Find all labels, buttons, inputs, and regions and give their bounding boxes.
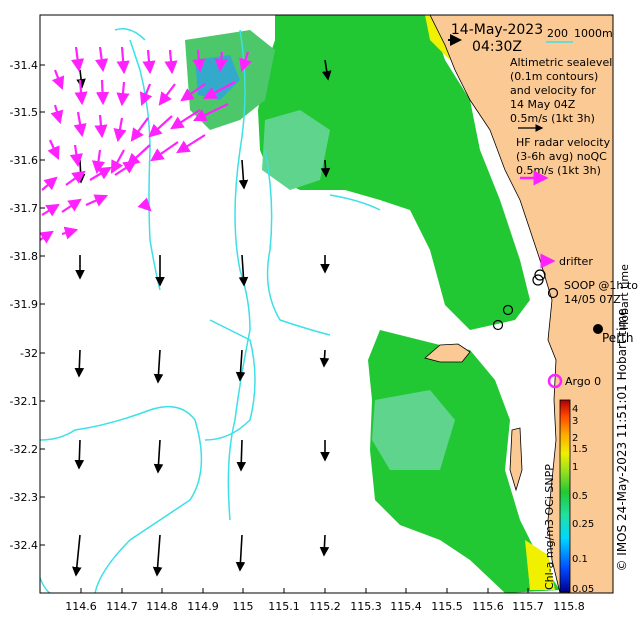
y-tick-label: -31.8 — [10, 250, 38, 263]
x-tick-label: 115.1 — [268, 600, 300, 613]
colorbar-tick-label: 0.05 — [572, 584, 594, 595]
drifter-label: drifter — [559, 255, 593, 268]
hf-legend-line: (3-6h avg) noQC — [516, 150, 607, 163]
x-tick-label: 115.4 — [390, 600, 422, 613]
hf-legend-line: HF radar velocity — [516, 136, 611, 149]
argo-float-marker — [547, 373, 563, 389]
x-tick-label: 115 — [233, 600, 254, 613]
garden-island — [509, 427, 523, 492]
hobart-time-label: Hobart time — [618, 264, 631, 330]
perth-marker — [593, 324, 603, 334]
chlorophyll-area-north — [258, 15, 530, 330]
altimetry-legend-line: 14 May 04Z — [510, 98, 576, 111]
argo-label: Argo 0 — [565, 375, 601, 388]
x-tick-label: 115.3 — [350, 600, 382, 613]
colorbar-tick-label: 0.1 — [572, 554, 588, 565]
y-tick-label: -32 — [20, 347, 38, 360]
hf-radar-velocity-vectors — [40, 46, 252, 244]
y-tick-label: -31.9 — [10, 298, 38, 311]
hf-legend-line: 0.5m/s (1kt 3h) — [516, 164, 601, 177]
colorbar-tick-label: 1.5 — [572, 444, 588, 455]
y-tick-label: -32.1 — [10, 395, 38, 408]
altimetry-velocity-vectors — [72, 59, 332, 577]
y-tick-label: -31.5 — [10, 106, 38, 119]
x-tick-label: 114.8 — [146, 600, 178, 613]
scale-label-200: 200 — [547, 27, 568, 40]
x-tick-label: 115.8 — [553, 600, 585, 613]
altimetry-legend-line: and velocity for — [510, 84, 596, 97]
y-tick-label: -32.4 — [10, 539, 38, 552]
colorbar-ticks: 4 3 2 1.5 1 0.5 0.25 0.1 0.05 — [572, 404, 594, 595]
x-tick-label: 114.7 — [106, 600, 138, 613]
soop-label-line2: 14/05 07Z — [564, 293, 621, 306]
colorbar-tick-label: 0.5 — [572, 491, 588, 502]
imos-credit: © IMOS 24-May-2023 11:51:01 Hobart time — [615, 308, 629, 572]
hf-radar-legend: HF radar velocity (3-6h avg) noQC 0.5m/s… — [516, 136, 611, 177]
colorbar-tick-label: 0.25 — [572, 519, 594, 530]
chlorophyll-area-north-light — [262, 110, 330, 190]
colorbar-tick-label: 2 — [572, 433, 578, 444]
map-date: 14-May-2023 — [451, 22, 543, 38]
y-tick-label: -32.3 — [10, 491, 38, 504]
x-tick-label: 115.6 — [472, 600, 504, 613]
colorbar-tick-label: 1 — [572, 462, 578, 473]
x-tick-label: 114.6 — [65, 600, 97, 613]
chlorophyll-area-south-yellow — [525, 540, 555, 590]
colorbar — [559, 399, 571, 593]
altimetry-legend: Altimetric sealevel (0.1m contours) and … — [510, 56, 612, 125]
altimetry-legend-line: (0.1m contours) — [510, 70, 598, 83]
colorbar-tick-label: 3 — [572, 416, 578, 427]
altimetry-legend-line: 0.5m/s (1kt 3h) — [510, 112, 595, 125]
altimetry-legend-line: Altimetric sealevel — [510, 56, 612, 69]
map-plot-area — [40, 15, 613, 593]
x-tick-label: 115.7 — [512, 600, 544, 613]
soop-track — [492, 269, 559, 331]
x-tick-label: 114.9 — [187, 600, 219, 613]
perth-label: Perth — [602, 331, 633, 345]
soop-label-line1: SOOP @1h to — [564, 279, 638, 292]
scale-label-1000: 1000m — [574, 27, 613, 40]
x-tick-label: 115.2 — [309, 600, 341, 613]
y-tick-label: -31.7 — [10, 202, 38, 215]
colorbar-label: Chl-a mg/m3 OCi SNPP — [543, 464, 556, 590]
map-time: 04:30Z — [472, 39, 522, 55]
y-tick-label: -31.4 — [10, 59, 38, 72]
y-tick-label: -32.2 — [10, 443, 38, 456]
chlorophyll-area-south-light — [372, 390, 455, 470]
isobath-scale-legend: 200 1000m — [546, 27, 613, 43]
rottnest-island — [424, 343, 471, 363]
y-tick-label: -31.6 — [10, 154, 38, 167]
colorbar-tick-label: 4 — [572, 404, 578, 415]
x-tick-label: 115.5 — [431, 600, 463, 613]
chlorophyll-area-coastal-yellow — [425, 15, 450, 60]
axis-ticks — [40, 64, 570, 593]
